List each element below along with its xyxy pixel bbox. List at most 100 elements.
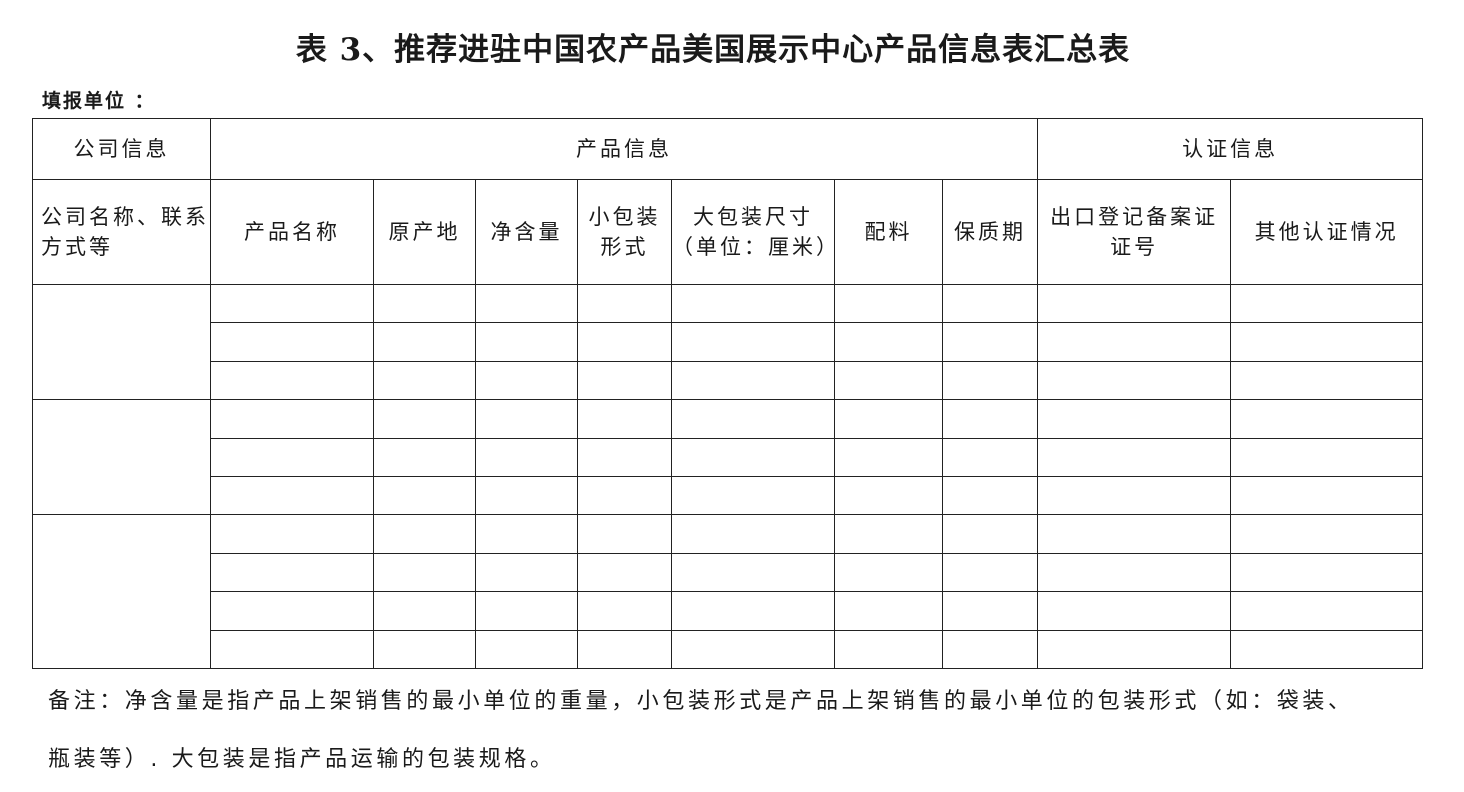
- column-header-text: 原产地: [388, 220, 461, 244]
- table-cell[interactable]: [210, 514, 374, 554]
- table-cell[interactable]: [210, 552, 374, 593]
- table-cell[interactable]: [373, 591, 476, 631]
- table-cell[interactable]: [1037, 475, 1232, 516]
- table-cell[interactable]: [834, 514, 943, 554]
- table-cell[interactable]: [1037, 437, 1232, 477]
- table-cell[interactable]: [210, 437, 374, 477]
- table-cell[interactable]: [210, 591, 374, 631]
- table-cell[interactable]: [1230, 322, 1424, 362]
- table-cell[interactable]: [210, 322, 374, 362]
- column-header: 大包装尺寸 （单位：厘米）: [671, 179, 837, 285]
- table-cell[interactable]: [941, 475, 1039, 516]
- table-cell[interactable]: [671, 322, 835, 362]
- table-cell[interactable]: [1037, 629, 1232, 669]
- table-cell[interactable]: [1230, 514, 1424, 554]
- table-cell[interactable]: [834, 283, 943, 324]
- table-cell[interactable]: [475, 437, 578, 477]
- table-cell[interactable]: [834, 591, 943, 631]
- table-cell[interactable]: [1037, 399, 1232, 439]
- table-cell[interactable]: [834, 322, 943, 362]
- table-cell[interactable]: [373, 283, 476, 324]
- table-cell[interactable]: [577, 552, 672, 593]
- table-cell[interactable]: [671, 399, 835, 439]
- table-cell[interactable]: [577, 629, 672, 669]
- table-cell[interactable]: [475, 514, 578, 554]
- company-info-cell[interactable]: [32, 283, 211, 401]
- table-cell[interactable]: [941, 591, 1039, 631]
- table-cell[interactable]: [671, 591, 835, 631]
- table-cell[interactable]: [577, 514, 672, 554]
- table-cell[interactable]: [210, 475, 374, 516]
- table-cell[interactable]: [941, 629, 1039, 669]
- table-cell[interactable]: [475, 283, 578, 324]
- table-cell[interactable]: [941, 437, 1039, 477]
- table-cell[interactable]: [1230, 399, 1424, 439]
- table-cell[interactable]: [373, 475, 476, 516]
- column-header: 配料: [834, 179, 943, 285]
- column-header-text: 产品名称: [244, 220, 340, 244]
- table-cell[interactable]: [834, 399, 943, 439]
- table-cell[interactable]: [475, 475, 578, 516]
- table-cell[interactable]: [671, 629, 835, 669]
- table-cell[interactable]: [577, 475, 672, 516]
- table-cell[interactable]: [671, 283, 835, 324]
- table-cell[interactable]: [834, 475, 943, 516]
- table-cell[interactable]: [373, 322, 476, 362]
- table-cell[interactable]: [671, 514, 835, 554]
- table-cell[interactable]: [475, 552, 578, 593]
- table-cell[interactable]: [210, 629, 374, 669]
- table-cell[interactable]: [1037, 283, 1232, 324]
- table-cell[interactable]: [1230, 629, 1424, 669]
- table-cell[interactable]: [373, 629, 476, 669]
- column-header-text: 证号: [1110, 235, 1159, 259]
- table-cell[interactable]: [941, 552, 1039, 593]
- table-cell[interactable]: [941, 322, 1039, 362]
- table-cell[interactable]: [373, 437, 476, 477]
- table-cell[interactable]: [577, 399, 672, 439]
- table-cell[interactable]: [577, 360, 672, 401]
- table-cell[interactable]: [671, 475, 835, 516]
- table-cell[interactable]: [1037, 360, 1232, 401]
- table-cell[interactable]: [941, 360, 1039, 401]
- table-cell[interactable]: [475, 399, 578, 439]
- table-cell[interactable]: [577, 283, 672, 324]
- table-cell[interactable]: [475, 629, 578, 669]
- table-cell[interactable]: [941, 399, 1039, 439]
- table-cell[interactable]: [1230, 591, 1424, 631]
- company-info-cell[interactable]: [32, 514, 211, 669]
- table-cell[interactable]: [1230, 360, 1424, 401]
- table-cell[interactable]: [373, 360, 476, 401]
- table-cell[interactable]: [210, 283, 374, 324]
- table-cell[interactable]: [475, 322, 578, 362]
- table-cell[interactable]: [475, 591, 578, 631]
- table-cell[interactable]: [941, 283, 1039, 324]
- table-cell[interactable]: [671, 360, 835, 401]
- table-cell[interactable]: [671, 552, 835, 593]
- table-cell[interactable]: [1037, 552, 1232, 593]
- table-cell[interactable]: [671, 437, 835, 477]
- company-info-cell[interactable]: [32, 399, 211, 516]
- product-info-table: 公司信息 产品信息 认证信息 公司名称、联系 方式等 产品名称 原产地 净含量 小包装 形式…: [32, 118, 1424, 669]
- table-cell[interactable]: [1037, 514, 1232, 554]
- table-cell[interactable]: [941, 514, 1039, 554]
- table-cell[interactable]: [834, 629, 943, 669]
- table-cell[interactable]: [834, 552, 943, 593]
- table-cell[interactable]: [1230, 475, 1424, 516]
- table-cell[interactable]: [475, 360, 578, 401]
- table-cell[interactable]: [1230, 437, 1424, 477]
- table-cell[interactable]: [1230, 283, 1424, 324]
- table-cell[interactable]: [1037, 591, 1232, 631]
- table-cell[interactable]: [577, 437, 672, 477]
- table-cell[interactable]: [577, 322, 672, 362]
- table-cell[interactable]: [373, 514, 476, 554]
- table-cell[interactable]: [834, 360, 943, 401]
- table-cell[interactable]: [577, 591, 672, 631]
- column-header: 小包装 形式: [577, 179, 672, 285]
- table-cell[interactable]: [210, 399, 374, 439]
- table-cell[interactable]: [834, 437, 943, 477]
- table-cell[interactable]: [1230, 552, 1424, 593]
- table-cell[interactable]: [1037, 322, 1232, 362]
- table-cell[interactable]: [210, 360, 374, 401]
- table-cell[interactable]: [373, 552, 476, 593]
- table-cell[interactable]: [373, 399, 476, 439]
